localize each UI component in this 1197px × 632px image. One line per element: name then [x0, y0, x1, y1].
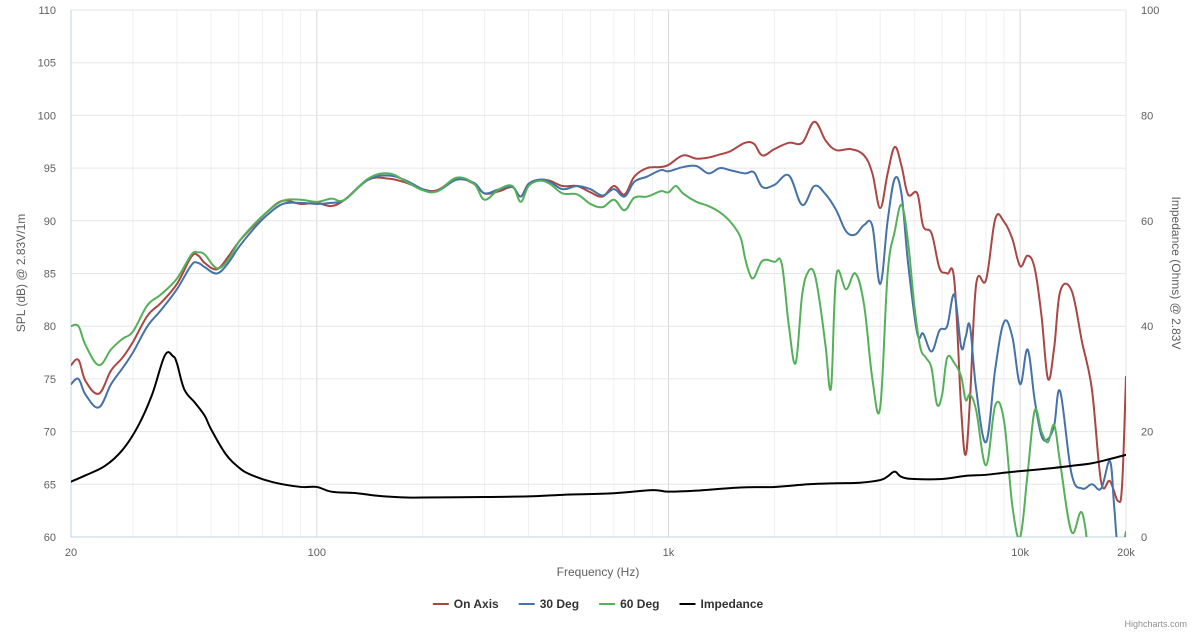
y-tick-label-left: 90	[44, 216, 56, 228]
x-tick-label: 20	[65, 547, 77, 559]
series-group	[71, 120, 1126, 537]
y-axis-title-right: Impedance (Ohms) @ 2.83V	[1169, 197, 1183, 350]
x-tick-label: 20k	[1117, 547, 1135, 559]
axis-lines	[70, 10, 1127, 538]
y-tick-label-right: 0	[1141, 532, 1147, 544]
y-tick-label-left: 105	[38, 58, 56, 70]
y-tick-label-left: 110	[38, 5, 56, 17]
y-tick-label-right: 80	[1141, 110, 1153, 122]
legend-label: On Axis	[454, 597, 499, 611]
series-line-on-axis	[71, 120, 1126, 503]
y-axis-title-left: SPL (dB) @ 2.83V/1m	[14, 214, 28, 332]
y-tick-label-left: 70	[44, 427, 56, 439]
x-tick-label: 100	[308, 547, 326, 559]
y-tick-label-right: 40	[1141, 321, 1153, 333]
legend-label: Impedance	[701, 597, 764, 611]
y-tick-label-right: 60	[1141, 216, 1153, 228]
y-tick-label-left: 95	[44, 163, 56, 175]
major-grid	[71, 9, 1126, 538]
y-tick-label-left: 75	[44, 374, 56, 386]
y-tick-label-left: 80	[44, 321, 56, 333]
x-axis-title: Frequency (Hz)	[557, 565, 640, 579]
series-layer	[71, 120, 1126, 537]
series-line-30-deg	[71, 164, 1118, 537]
y-tick-label-left: 65	[44, 479, 56, 491]
legend: On Axis 30 Deg 60 Deg Impedance	[432, 597, 764, 611]
x-tick-label: 10k	[1011, 547, 1029, 559]
y-tick-label-left: 85	[44, 269, 56, 281]
x-tick-label: 1k	[663, 547, 675, 559]
y-tick-label-left: 100	[38, 110, 56, 122]
y-tick-label-left: 60	[44, 532, 56, 544]
series-line-impedance	[71, 351, 1126, 499]
legend-item[interactable]: 30 Deg	[518, 597, 579, 611]
y-tick-label-right: 20	[1141, 427, 1153, 439]
legend-item[interactable]: Impedance	[679, 597, 764, 611]
series-line-60-deg	[71, 172, 1126, 537]
legend-label: 30 Deg	[540, 597, 579, 611]
y-tick-label-right: 100	[1141, 5, 1159, 17]
legend-item[interactable]: On Axis	[432, 597, 499, 611]
credits[interactable]: Highcharts.com	[1124, 619, 1187, 629]
legend-label: 60 Deg	[620, 597, 659, 611]
legend-item[interactable]: 60 Deg	[599, 597, 659, 611]
tick-labels: 20 100 1k 10k 20k 60 65 70 75 80 85 90 95 100 105 110 0 2…	[38, 5, 1160, 559]
